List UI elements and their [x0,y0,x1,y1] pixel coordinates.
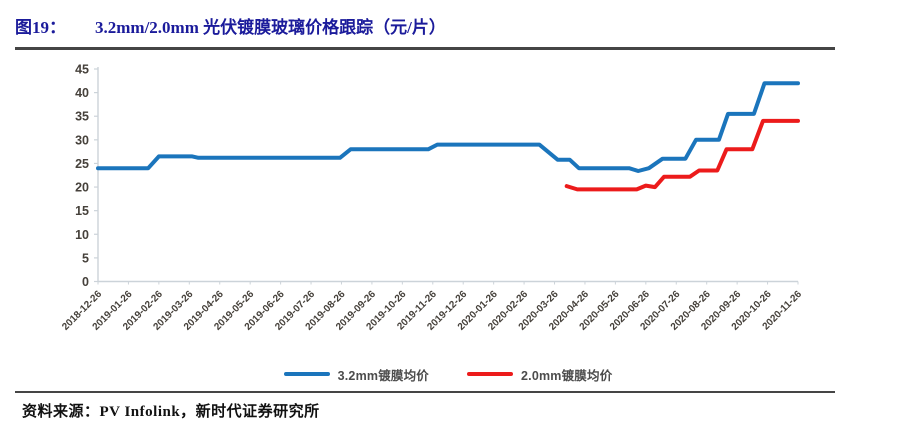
legend-label-2-0mm: 2.0mm镀膜均价 [521,368,613,383]
figure-title-row: 图19： 3.2mm/2.0mm 光伏镀膜玻璃价格跟踪（元/片） [15,13,885,43]
y-axis-tick-label: 35 [75,110,89,124]
y-axis-tick-label: 5 [82,251,89,265]
legend-swatch-red [467,372,513,376]
chart-legend: 3.2mm镀膜均价 2.0mm镀膜均价 [98,363,798,385]
price-line-chart: 0 5 10 15 20 25 30 35 40 45 2018-12-26 2019-01-26 20… [0,55,900,360]
y-axis-tick-label: 40 [75,86,89,100]
series-line-3.2mm镀膜均价 [96,81,800,173]
y-axis-tick-label: 0 [82,275,89,289]
legend-item-3-2mm[interactable]: 3.2mm镀膜均价 [283,365,429,384]
footer-divider-line [15,391,835,393]
y-axis-tick-label: 10 [75,228,89,242]
figure-number-label: 图19： [15,18,66,37]
source-attribution: 资料来源：PV Infolink，新时代证券研究所 [22,404,320,420]
chart-canvas: 0510152025303540452018-12-262019-01-2620… [60,63,804,333]
y-axis-tick-label: 25 [75,157,89,171]
y-axis-tick-label: 45 [75,63,89,77]
y-axis-tick-label: 20 [75,181,89,195]
series-line-2.0mm镀膜均价 [564,118,800,192]
y-axis-tick-label: 30 [75,133,89,147]
legend-label-3-2mm: 3.2mm镀膜均价 [337,368,429,383]
legend-swatch-blue [283,372,330,376]
legend-item-2-0mm[interactable]: 2.0mm镀膜均价 [467,365,612,384]
figure-title: 3.2mm/2.0mm 光伏镀膜玻璃价格跟踪（元/片） [95,18,446,37]
title-divider-line [15,47,835,50]
y-axis-tick-label: 15 [75,204,89,218]
